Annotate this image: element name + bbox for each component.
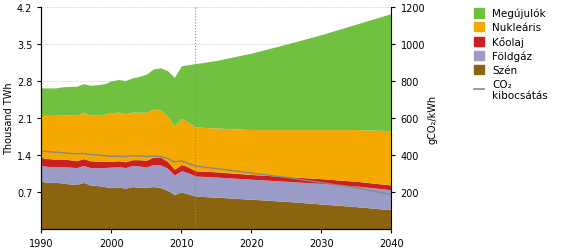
Y-axis label: Thousand TWh: Thousand TWh bbox=[4, 82, 14, 155]
Y-axis label: gCO₂/kWh: gCO₂/kWh bbox=[428, 94, 438, 143]
Legend: Megújulók, Nukleáris, Kőolaj, Földgáz, Szén, CO₂
kibocsátás: Megújulók, Nukleáris, Kőolaj, Földgáz, S… bbox=[474, 9, 548, 101]
